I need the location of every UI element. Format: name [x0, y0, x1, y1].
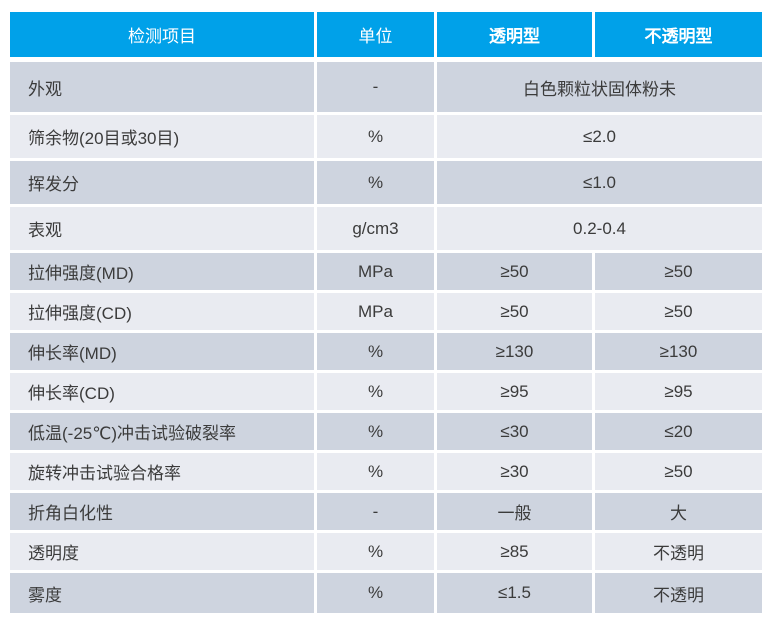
transparent-value-cell: 一般	[437, 493, 595, 533]
unit-cell: %	[317, 573, 437, 613]
table-row: 雾度 % ≤1.5 不透明	[10, 573, 762, 613]
transparent-value-cell: ≥85	[437, 533, 595, 573]
unit-cell: %	[317, 373, 437, 413]
unit-cell: MPa	[317, 293, 437, 333]
transparent-value-cell: ≥130	[437, 333, 595, 373]
merged-value-cell: ≤2.0	[437, 115, 762, 161]
item-cell: 拉伸强度(CD)	[10, 293, 317, 333]
opaque-value-cell: ≤20	[595, 413, 762, 453]
item-cell: 表观	[10, 207, 317, 253]
header-cell-transparent: 透明型	[437, 12, 595, 62]
opaque-value-cell: ≥50	[595, 253, 762, 293]
merged-value-cell: ≤1.0	[437, 161, 762, 207]
table-row: 折角白化性 - 一般 大	[10, 493, 762, 533]
unit-cell: %	[317, 333, 437, 373]
unit-cell: %	[317, 533, 437, 573]
table-row: 表观 g/cm3 0.2-0.4	[10, 207, 762, 253]
item-cell: 筛余物(20目或30目)	[10, 115, 317, 161]
spec-table-container: 检测项目 单位 透明型 不透明型 外观 - 白色颗粒状固体粉未 筛余物(20目或…	[10, 12, 762, 613]
item-cell: 低温(-25℃)冲击试验破裂率	[10, 413, 317, 453]
item-cell: 伸长率(MD)	[10, 333, 317, 373]
transparent-value-cell: ≥30	[437, 453, 595, 493]
opaque-value-cell: 大	[595, 493, 762, 533]
transparent-value-cell: ≤1.5	[437, 573, 595, 613]
unit-cell: %	[317, 453, 437, 493]
merged-value-cell: 0.2-0.4	[437, 207, 762, 253]
opaque-value-cell: 不透明	[595, 573, 762, 613]
transparent-value-cell: ≥50	[437, 293, 595, 333]
item-cell: 折角白化性	[10, 493, 317, 533]
header-row: 检测项目 单位 透明型 不透明型	[10, 12, 762, 62]
table-row: 拉伸强度(MD) MPa ≥50 ≥50	[10, 253, 762, 293]
unit-cell: g/cm3	[317, 207, 437, 253]
transparent-value-cell: ≤30	[437, 413, 595, 453]
table-row: 外观 - 白色颗粒状固体粉未	[10, 62, 762, 115]
unit-cell: %	[317, 115, 437, 161]
header-cell-opaque: 不透明型	[595, 12, 762, 62]
table-row: 挥发分 % ≤1.0	[10, 161, 762, 207]
item-cell: 雾度	[10, 573, 317, 613]
table-row: 伸长率(CD) % ≥95 ≥95	[10, 373, 762, 413]
spec-table: 检测项目 单位 透明型 不透明型 外观 - 白色颗粒状固体粉未 筛余物(20目或…	[10, 12, 762, 613]
item-cell: 挥发分	[10, 161, 317, 207]
unit-cell: %	[317, 161, 437, 207]
table-row: 低温(-25℃)冲击试验破裂率 % ≤30 ≤20	[10, 413, 762, 453]
unit-cell: -	[317, 493, 437, 533]
opaque-value-cell: ≥130	[595, 333, 762, 373]
table-row: 伸长率(MD) % ≥130 ≥130	[10, 333, 762, 373]
table-row: 旋转冲击试验合格率 % ≥30 ≥50	[10, 453, 762, 493]
item-cell: 透明度	[10, 533, 317, 573]
item-cell: 伸长率(CD)	[10, 373, 317, 413]
header-cell-item: 检测项目	[10, 12, 317, 62]
header-cell-unit: 单位	[317, 12, 437, 62]
opaque-value-cell: ≥50	[595, 293, 762, 333]
table-row: 拉伸强度(CD) MPa ≥50 ≥50	[10, 293, 762, 333]
opaque-value-cell: ≥50	[595, 453, 762, 493]
item-cell: 拉伸强度(MD)	[10, 253, 317, 293]
table-row: 筛余物(20目或30目) % ≤2.0	[10, 115, 762, 161]
opaque-value-cell: ≥95	[595, 373, 762, 413]
opaque-value-cell: 不透明	[595, 533, 762, 573]
transparent-value-cell: ≥50	[437, 253, 595, 293]
unit-cell: MPa	[317, 253, 437, 293]
item-cell: 旋转冲击试验合格率	[10, 453, 317, 493]
unit-cell: %	[317, 413, 437, 453]
merged-value-cell: 白色颗粒状固体粉未	[437, 62, 762, 115]
unit-cell: -	[317, 62, 437, 115]
item-cell: 外观	[10, 62, 317, 115]
table-row: 透明度 % ≥85 不透明	[10, 533, 762, 573]
transparent-value-cell: ≥95	[437, 373, 595, 413]
